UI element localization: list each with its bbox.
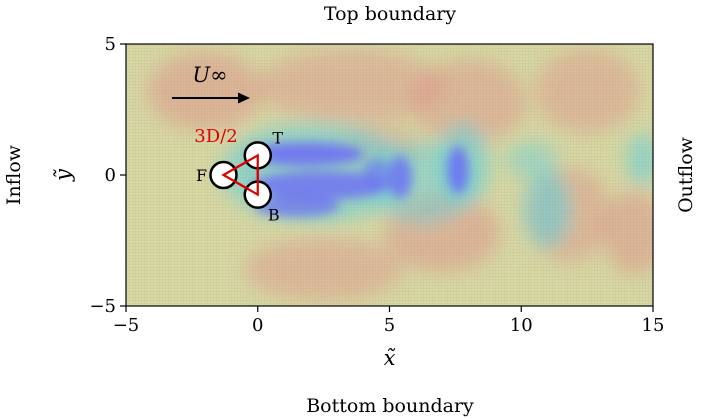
x-axis-label: x̃ [384,346,396,370]
y-axis: −5 0 5 [89,34,126,317]
y-axis-label: ỹ [51,168,75,182]
flow-arrow [172,92,250,104]
spacing-label: 3D/2 [194,126,237,147]
x-tick-label: 15 [642,315,665,336]
top-boundary-label: Top boundary [324,3,456,25]
x-tick-label: 10 [510,315,533,336]
x-tick-label: 5 [384,315,395,336]
cylinder-label: B [268,206,280,225]
y-tick-label: 0 [105,165,116,186]
x-axis: −5 0 5 10 15 [113,306,665,336]
freestream-velocity-label: U∞ [192,63,227,87]
bottom-boundary-label: Bottom boundary [306,395,474,417]
y-tick-label: −5 [89,296,116,317]
outflow-label: Outflow [675,136,697,213]
vorticity-field [126,44,653,306]
x-tick-label: −5 [113,315,140,336]
inflow-label: Inflow [3,144,25,205]
spacing-triangle-overlay [221,153,259,197]
y-tick-label: 5 [105,34,116,55]
x-tick-label: 0 [252,315,263,336]
cylinder-label: T [272,128,283,147]
cylinder-group: F T B [196,128,283,224]
cylinder-label: F [196,166,207,185]
